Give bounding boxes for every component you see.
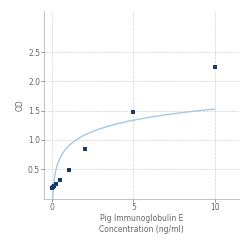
- Point: [51, 186, 55, 190]
- Y-axis label: OD: OD: [16, 99, 25, 111]
- Point: [83, 147, 87, 151]
- Point: [212, 65, 216, 69]
- Point: [58, 178, 62, 182]
- Point: [50, 186, 54, 190]
- Point: [52, 184, 56, 188]
- Point: [54, 182, 58, 186]
- Point: [66, 168, 70, 172]
- X-axis label: Pig Immunoglobulin E
Concentration (ng/ml): Pig Immunoglobulin E Concentration (ng/m…: [99, 214, 184, 234]
- Point: [132, 110, 136, 114]
